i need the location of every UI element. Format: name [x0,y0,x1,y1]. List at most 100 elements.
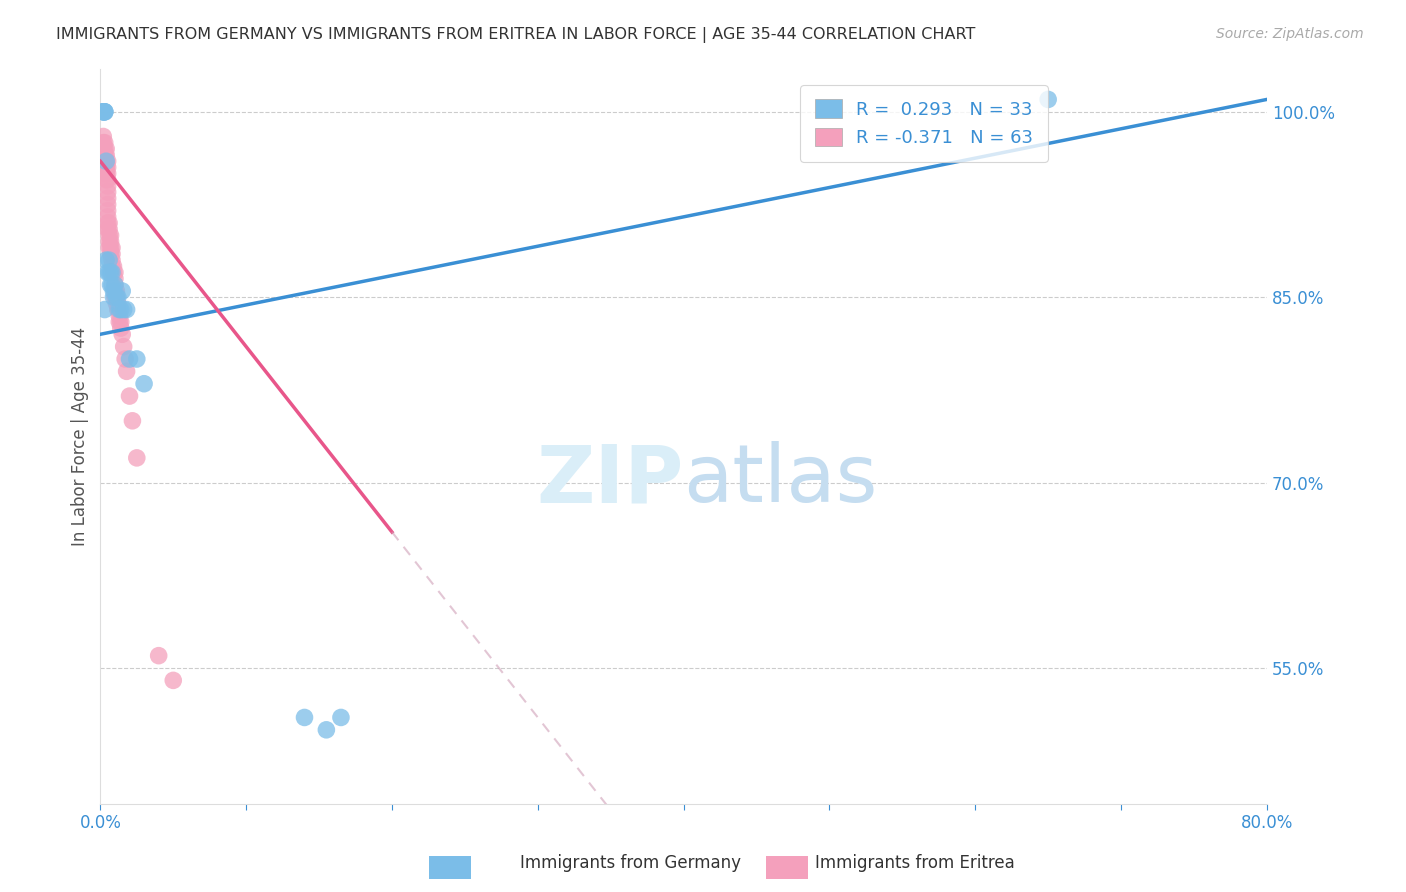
Point [93,104,115,119]
Point [125,450,148,465]
Point [96,167,118,181]
Point [118,351,141,366]
Point [97,222,120,236]
Point [97,185,120,199]
Point [101,247,124,261]
Point [110,302,132,317]
Point [97,161,120,175]
Point [148,648,170,663]
Text: Immigrants from Germany: Immigrants from Germany [520,855,741,872]
Point [105,296,128,310]
Point [104,277,127,292]
Point [125,351,148,366]
Point [100,247,122,261]
Legend: R =  0.293   N = 33, R = -0.371   N = 63: R = 0.293 N = 33, R = -0.371 N = 63 [800,85,1047,161]
Point [97,265,120,279]
Point [103,290,125,304]
Point [100,241,122,255]
Text: IMMIGRANTS FROM GERMANY VS IMMIGRANTS FROM ERITREA IN LABOR FORCE | AGE 35-44 CO: IMMIGRANTS FROM GERMANY VS IMMIGRANTS FR… [56,27,976,43]
Point [107,290,129,304]
Point [108,302,131,317]
Y-axis label: In Labor Force | Age 35-44: In Labor Force | Age 35-44 [72,326,89,546]
Point [97,154,120,169]
Point [96,173,118,187]
Point [103,265,125,279]
Point [104,284,127,298]
Point [96,142,118,156]
Point [97,210,120,224]
Point [104,277,127,292]
Point [118,389,141,403]
Point [105,284,128,298]
Point [93,136,115,150]
Point [111,284,134,298]
Point [110,321,132,335]
Point [97,173,120,187]
Point [1036,92,1059,106]
Point [96,253,118,268]
Point [93,104,115,119]
Point [96,154,118,169]
Point [115,302,138,317]
Point [93,148,115,162]
Point [329,710,352,724]
Point [97,191,120,205]
Point [91,104,114,119]
Point [104,271,127,285]
Point [93,104,115,119]
Point [91,104,114,119]
Point [103,284,125,298]
Point [100,277,122,292]
Point [101,277,124,292]
Point [100,228,122,243]
Point [93,302,115,317]
Point [98,253,121,268]
Point [93,154,115,169]
Point [110,315,132,329]
Point [97,197,120,211]
Point [97,178,120,193]
Point [107,302,129,317]
Point [91,142,114,156]
Point [91,129,114,144]
Point [98,222,121,236]
Point [104,290,127,304]
Point [105,290,128,304]
Text: ZIP: ZIP [536,442,683,519]
Point [105,290,128,304]
Point [115,364,138,378]
Point [98,228,121,243]
Point [97,216,120,230]
Point [100,235,122,249]
Point [97,167,120,181]
Text: Source: ZipAtlas.com: Source: ZipAtlas.com [1216,27,1364,41]
Point [112,302,135,317]
Point [91,104,114,119]
Point [96,154,118,169]
Text: Immigrants from Eritrea: Immigrants from Eritrea [815,855,1015,872]
Point [98,216,121,230]
Point [101,253,124,268]
Point [100,265,122,279]
Point [101,265,124,279]
Point [107,296,129,310]
Point [103,260,125,274]
Point [121,414,143,428]
Point [97,203,120,218]
Point [108,315,131,329]
Point [91,136,114,150]
Point [93,142,115,156]
Point [162,673,184,688]
Point [98,241,121,255]
Point [96,161,118,175]
Text: atlas: atlas [683,442,877,519]
Point [294,710,316,724]
Point [315,723,337,737]
Point [98,265,121,279]
Point [98,235,121,249]
Point [111,327,134,342]
Point [104,265,127,279]
Point [96,148,118,162]
Point [108,309,131,323]
Point [101,241,124,255]
